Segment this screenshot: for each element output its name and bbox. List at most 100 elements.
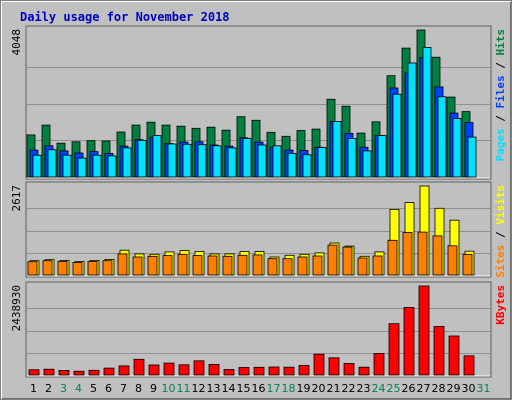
bar-kbytes-day-24 xyxy=(373,353,385,376)
bar-kbytes-day-2 xyxy=(43,368,55,376)
legend-separator: / xyxy=(494,109,507,129)
bar-kbytes-day-11 xyxy=(178,364,190,376)
x-tick-label-day-24: 24 xyxy=(372,382,386,395)
legend-separator: / xyxy=(494,56,507,76)
panel-hits-files-pages: 4048 Pages / Files / Hits xyxy=(10,25,507,180)
x-tick-label-day-9: 9 xyxy=(150,382,157,395)
panel-kbytes: 2438930 KBytes xyxy=(10,281,507,378)
bar-pages-day-6 xyxy=(107,155,117,178)
y-max-label: 4048 xyxy=(10,29,23,56)
x-tick-label-day-16: 16 xyxy=(252,382,266,395)
bar-sites-day-8 xyxy=(132,256,143,276)
x-tick-label-day-3: 3 xyxy=(60,382,67,395)
bar-sites-day-29 xyxy=(447,245,458,276)
bar-sites-day-27 xyxy=(417,231,428,276)
x-tick-label-day-4: 4 xyxy=(75,382,82,395)
bar-sites-day-5 xyxy=(87,260,98,276)
bar-pages-day-30 xyxy=(467,136,477,178)
x-tick-label-day-13: 13 xyxy=(207,382,221,395)
bar-kbytes-day-3 xyxy=(58,369,70,376)
legend-visits: Visits xyxy=(494,185,507,225)
bar-sites-day-28 xyxy=(432,235,443,276)
x-tick-label-day-6: 6 xyxy=(105,382,112,395)
bar-pages-day-12 xyxy=(197,144,207,178)
bar-kbytes-day-29 xyxy=(448,335,460,376)
bar-sites-day-17 xyxy=(267,258,278,276)
bar-sites-day-3 xyxy=(57,260,68,276)
bar-pages-day-2 xyxy=(47,149,57,178)
legend: Pages / Files / Hits xyxy=(494,29,507,162)
x-tick-label-day-21: 21 xyxy=(327,382,341,395)
x-tick-label-day-30: 30 xyxy=(462,382,476,395)
x-tick-label-day-20: 20 xyxy=(312,382,326,395)
bar-kbytes-day-21 xyxy=(328,357,340,376)
bar-sites-day-14 xyxy=(222,255,233,276)
legend: KBytes xyxy=(494,285,507,325)
bar-pages-day-17 xyxy=(272,145,282,178)
bar-pages-day-21 xyxy=(332,121,342,178)
x-tick-label-day-31: 31 xyxy=(477,382,491,395)
legend-pages: Pages xyxy=(494,128,507,161)
bar-kbytes-day-13 xyxy=(208,363,220,376)
bar-pages-day-28 xyxy=(437,96,447,178)
legend-separator: / xyxy=(494,225,507,245)
bar-pages-day-5 xyxy=(92,154,102,178)
bar-sites-day-23 xyxy=(357,257,368,276)
bar-pages-day-19 xyxy=(302,154,312,178)
y-max-label: 2438930 xyxy=(10,285,23,331)
bar-pages-day-25 xyxy=(392,93,402,178)
bar-sites-day-19 xyxy=(297,256,308,276)
bar-pages-day-20 xyxy=(317,147,327,178)
bar-sites-day-11 xyxy=(177,253,188,276)
x-tick-label-day-29: 29 xyxy=(447,382,461,395)
bar-kbytes-day-23 xyxy=(358,366,370,376)
bar-pages-day-24 xyxy=(377,135,387,178)
bar-pages-day-13 xyxy=(212,145,222,178)
x-tick-label-day-25: 25 xyxy=(387,382,401,395)
bar-sites-day-12 xyxy=(192,255,203,276)
bar-sites-day-24 xyxy=(372,255,383,276)
bar-kbytes-day-22 xyxy=(343,363,355,376)
bar-kbytes-day-8 xyxy=(133,358,145,376)
bar-kbytes-day-5 xyxy=(88,369,100,376)
bar-pages-day-23 xyxy=(362,150,372,178)
x-tick-label-day-1: 1 xyxy=(30,382,37,395)
bar-sites-day-15 xyxy=(237,254,248,276)
legend-files: Files xyxy=(494,75,507,108)
bar-sites-day-6 xyxy=(102,260,113,276)
legend-hits: Hits xyxy=(494,29,507,56)
bar-sites-day-21 xyxy=(327,244,338,276)
x-tick-label-day-12: 12 xyxy=(192,382,206,395)
bar-pages-day-15 xyxy=(242,138,252,178)
bar-kbytes-day-14 xyxy=(223,369,235,376)
x-tick-label-day-2: 2 xyxy=(45,382,52,395)
legend-sites: Sites xyxy=(494,245,507,278)
bar-sites-day-10 xyxy=(162,255,173,276)
bar-kbytes-day-20 xyxy=(313,353,325,376)
bar-kbytes-day-6 xyxy=(103,367,115,376)
x-tick-label-day-26: 26 xyxy=(402,382,416,395)
bar-pages-day-10 xyxy=(167,143,177,178)
x-tick-label-day-8: 8 xyxy=(135,382,142,395)
bar-sites-day-25 xyxy=(387,239,398,276)
bar-pages-day-7 xyxy=(122,147,132,178)
x-axis: 1 2 3 4 5 6 7 8 9 10 11 12 13 14 15 16 17 18 19 20 21 22 23 24 2… xyxy=(30,382,491,395)
bar-kbytes-day-25 xyxy=(388,323,400,376)
bar-kbytes-day-17 xyxy=(268,366,280,376)
bar-kbytes-day-12 xyxy=(193,360,205,376)
panel-visits-sites: 2617 Sites / Visits xyxy=(10,181,507,278)
bar-sites-day-7 xyxy=(117,253,128,276)
bar-sites-day-18 xyxy=(282,258,293,276)
bar-pages-day-14 xyxy=(227,147,237,178)
x-tick-label-day-11: 11 xyxy=(177,382,191,395)
bar-pages-day-11 xyxy=(182,143,192,178)
x-tick-label-day-5: 5 xyxy=(90,382,97,395)
bar-kbytes-day-4 xyxy=(73,370,85,376)
x-tick-label-day-19: 19 xyxy=(297,382,311,395)
bar-sites-day-9 xyxy=(147,255,158,276)
bar-pages-day-9 xyxy=(152,135,162,178)
bar-pages-day-29 xyxy=(452,118,462,178)
bar-pages-day-8 xyxy=(137,139,147,178)
